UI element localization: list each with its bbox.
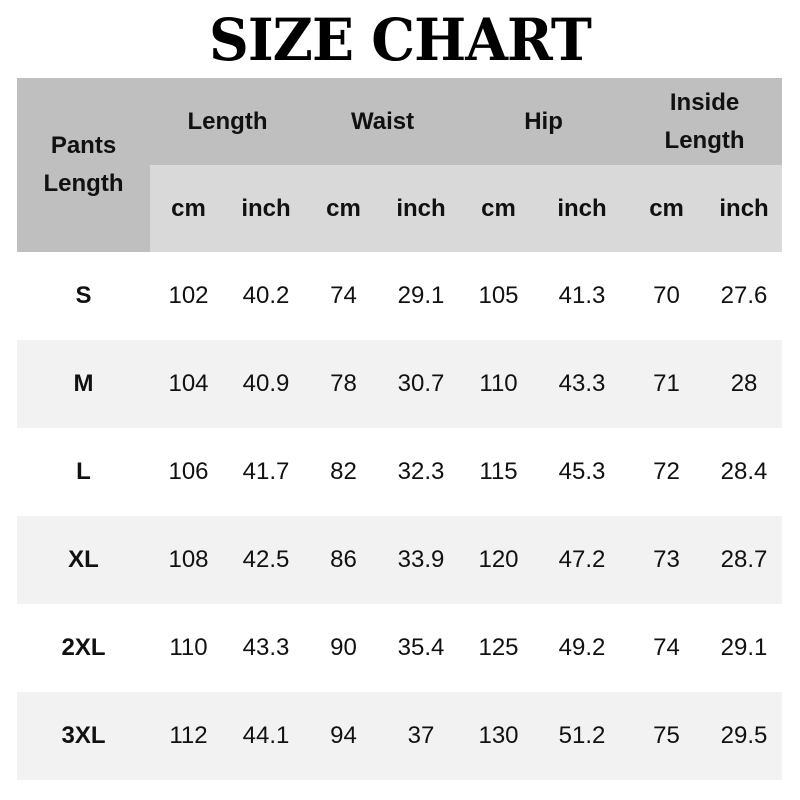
table-cell: 73 — [627, 516, 707, 604]
table-row: 3XL 112 44.1 94 37 130 51.2 75 29.5 — [17, 692, 783, 780]
table-cell: 75 — [627, 692, 707, 780]
table-cell: 108 — [150, 516, 227, 604]
unit-header: cm — [150, 165, 227, 252]
table-cell: 102 — [168, 282, 209, 309]
table-cell: 112 — [150, 692, 227, 780]
table-cell: 43.3 — [537, 340, 628, 428]
header-pants-length: Pants Length — [17, 78, 150, 252]
table-cell: 42.5 — [227, 516, 306, 604]
table-cell: 30.7 — [382, 340, 461, 428]
table-cell: 40.2 — [242, 282, 290, 309]
table-cell: 86 — [305, 516, 383, 604]
size-label: 3XL — [17, 692, 150, 780]
table-cell: 27.6 — [720, 282, 768, 309]
table-cell: 41.7 — [242, 458, 290, 485]
table-cell: 72 — [653, 458, 680, 485]
table-cell: 74 — [330, 282, 357, 309]
table-cell: 29.5 — [706, 692, 783, 780]
table-cell: 70 — [653, 282, 680, 309]
unit-header: inch — [227, 165, 306, 252]
size-label: S — [75, 282, 92, 309]
table-cell: 47.2 — [537, 516, 628, 604]
table-cell: 43.3 — [242, 634, 290, 661]
header-row: Pants Length Length Waist Hip Inside Len… — [17, 78, 783, 252]
unit-header: cm — [305, 165, 383, 252]
table-cell: 28.4 — [720, 458, 768, 485]
header-waist: Waist — [305, 78, 461, 165]
size-chart-table: Pants Length Length Waist Hip Inside Len… — [17, 78, 783, 780]
table-row: S 102 40.2 74 29.1 105 41.3 70 27.6 — [17, 252, 782, 340]
size-label: L — [76, 458, 91, 485]
unit-header: inch — [706, 165, 783, 252]
size-label: 2XL — [61, 634, 106, 661]
table-cell: 51.2 — [537, 692, 628, 780]
table-row: M 104 40.9 78 30.7 110 43.3 71 28 — [17, 340, 783, 428]
unit-header: cm — [627, 165, 707, 252]
unit-header: cm — [460, 165, 538, 252]
table-cell: 33.9 — [382, 516, 461, 604]
table-cell: 28.7 — [706, 516, 783, 604]
header-length: Length — [150, 78, 306, 165]
table-cell: 29.1 — [397, 282, 445, 309]
table-cell: 110 — [169, 634, 208, 661]
table-row: 2XL 110 43.3 90 35.4 125 49.2 74 29.1 — [17, 604, 782, 692]
header-line: Length — [664, 126, 745, 154]
table-cell: 120 — [460, 516, 538, 604]
table-row: XL 108 42.5 86 33.9 120 47.2 73 28.7 — [17, 516, 783, 604]
table-cell: 40.9 — [227, 340, 306, 428]
header-line: Inside — [669, 88, 740, 116]
units-row: cm inch cm inch cm inch cm inch — [17, 165, 783, 252]
table-cell: 106 — [168, 458, 209, 485]
table-cell: 32.3 — [397, 458, 445, 485]
table-cell: 94 — [305, 692, 383, 780]
header-hip: Hip — [460, 78, 628, 165]
header-inside-length: Inside Length — [627, 78, 783, 165]
table-cell: 82 — [330, 458, 357, 485]
table-cell: 78 — [305, 340, 383, 428]
table-cell: 37 — [382, 692, 461, 780]
unit-header: inch — [537, 165, 628, 252]
table-cell: 130 — [460, 692, 538, 780]
unit-header: inch — [382, 165, 461, 252]
table-cell: 28 — [706, 340, 783, 428]
table-cell: 71 — [627, 340, 707, 428]
table-cell: 49.2 — [558, 634, 606, 661]
size-label: M — [17, 340, 150, 428]
table-cell: 45.3 — [558, 458, 606, 485]
table-cell: 29.1 — [720, 634, 768, 661]
table-row: L 106 41.7 82 32.3 115 45.3 72 28.4 — [17, 428, 782, 516]
table-cell: 44.1 — [227, 692, 306, 780]
table-cell: 74 — [653, 634, 680, 661]
header-line: Length — [43, 170, 124, 197]
table-cell: 90 — [330, 634, 357, 661]
table-cell: 35.4 — [397, 634, 445, 661]
size-label: XL — [17, 516, 150, 604]
table-cell: 110 — [460, 340, 538, 428]
table-cell: 115 — [479, 458, 518, 485]
table-cell: 41.3 — [558, 282, 606, 309]
page-title: SIZE CHART — [209, 6, 592, 74]
table-cell: 105 — [478, 282, 519, 309]
header-line: Pants — [50, 132, 117, 159]
table-cell: 125 — [478, 634, 519, 661]
table-cell: 104 — [150, 340, 227, 428]
